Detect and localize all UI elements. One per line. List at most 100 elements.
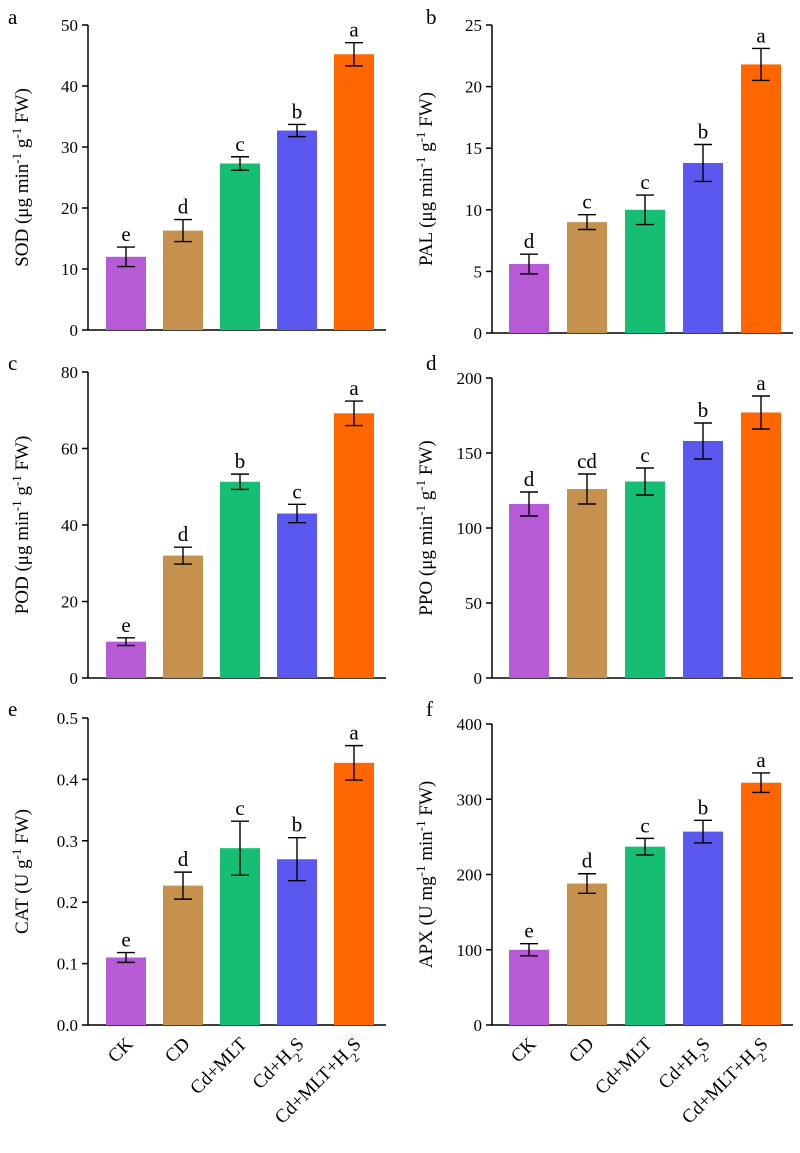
y-tick-label: 0.5 bbox=[57, 709, 78, 728]
category-label-main: Cd+H bbox=[655, 1046, 703, 1094]
y-tick-label: 100 bbox=[457, 519, 483, 538]
category-label: Cd+MLT+H2S bbox=[271, 1034, 369, 1132]
y-tick-label: 30 bbox=[61, 138, 78, 157]
y-tick-label: 0 bbox=[70, 669, 79, 688]
category-label: CK bbox=[104, 1033, 138, 1067]
significance-letter: e bbox=[524, 919, 533, 943]
y-axis-label-part: FW) bbox=[416, 781, 437, 821]
y-axis-label-part: APX (U mg bbox=[416, 876, 437, 968]
y-tick-label: 300 bbox=[457, 790, 483, 809]
bar-e-1 bbox=[163, 885, 203, 1025]
y-axis-label-part: PAL (μg min bbox=[416, 167, 437, 266]
y-axis-label-part: -1 bbox=[9, 128, 24, 139]
y-axis-label-part: -1 bbox=[413, 132, 428, 143]
y-axis-label-part: PPO (μg min bbox=[416, 515, 437, 615]
y-tick-label: 40 bbox=[61, 516, 78, 535]
significance-letter: a bbox=[349, 721, 359, 745]
y-tick-label: 15 bbox=[465, 139, 482, 158]
significance-letter: d bbox=[178, 195, 189, 219]
category-label-main: CD bbox=[565, 1034, 599, 1068]
significance-letter: e bbox=[121, 928, 130, 952]
category-label: CK bbox=[507, 1033, 541, 1067]
y-tick-label: 20 bbox=[61, 593, 78, 612]
significance-letter: d bbox=[582, 849, 593, 873]
bar-c-1 bbox=[163, 555, 203, 678]
y-tick-label: 0 bbox=[474, 669, 483, 688]
y-tick-label: 0.3 bbox=[57, 832, 78, 851]
category-label-main: CD bbox=[161, 1034, 195, 1068]
bar-d-4 bbox=[741, 412, 781, 678]
y-tick-label: 60 bbox=[61, 440, 78, 459]
y-axis-label-part: g bbox=[416, 142, 437, 157]
bar-e-2 bbox=[220, 848, 260, 1025]
y-axis-label-part: CAT (U g bbox=[12, 859, 33, 934]
category-label: Cd+MLT bbox=[186, 1033, 252, 1099]
y-tick-label: 200 bbox=[457, 866, 483, 885]
bar-f-1 bbox=[567, 883, 607, 1025]
significance-letter: d bbox=[524, 229, 535, 253]
y-axis-label: POD (μg min-1 g-1 FW) bbox=[9, 436, 34, 615]
category-label: Cd+MLT bbox=[591, 1033, 657, 1099]
y-axis-label-part: FW) bbox=[416, 92, 437, 132]
bar-f-0 bbox=[509, 949, 549, 1025]
y-tick-label: 0 bbox=[474, 324, 483, 343]
bar-a-1 bbox=[163, 230, 203, 330]
category-label-main: Cd+H bbox=[249, 1046, 297, 1094]
y-axis-label-part: -1 bbox=[413, 480, 428, 491]
category-label-main: CK bbox=[507, 1033, 541, 1067]
y-axis-label: APX (U mg-1 min-1 FW) bbox=[413, 781, 438, 968]
panel-label: a bbox=[8, 5, 18, 29]
y-axis-label-part: -1 bbox=[413, 505, 428, 516]
bar-a-0 bbox=[106, 256, 146, 330]
y-axis-label-part: g bbox=[416, 490, 437, 505]
y-axis-label-part: FW) bbox=[12, 88, 33, 128]
y-tick-label: 100 bbox=[457, 941, 483, 960]
significance-letter: d bbox=[524, 467, 535, 491]
y-axis-label-part: g bbox=[12, 138, 33, 153]
y-axis-label-part: FW) bbox=[12, 436, 33, 476]
category-label-main: Cd+MLT bbox=[186, 1033, 252, 1099]
bar-b-3 bbox=[683, 162, 723, 333]
y-tick-label: 200 bbox=[457, 369, 483, 388]
y-axis-label-part: POD (μg min bbox=[12, 511, 33, 615]
bar-c-0 bbox=[106, 641, 146, 678]
significance-letter: b bbox=[235, 449, 246, 473]
significance-letter: d bbox=[178, 847, 189, 871]
significance-letter: c bbox=[235, 132, 244, 156]
y-tick-label: 40 bbox=[61, 77, 78, 96]
bar-c-2 bbox=[220, 481, 260, 678]
category-label-tail: S bbox=[750, 1034, 772, 1056]
y-axis-label-part: -1 bbox=[413, 866, 428, 877]
y-tick-label: 400 bbox=[457, 715, 483, 734]
bar-d-0 bbox=[509, 504, 549, 678]
significance-letter: b bbox=[698, 398, 709, 422]
significance-letter: a bbox=[349, 376, 359, 400]
category-label: CD bbox=[161, 1034, 195, 1068]
y-axis-label-part: -1 bbox=[9, 153, 24, 164]
y-axis-label-part: -1 bbox=[413, 820, 428, 831]
bar-b-0 bbox=[509, 264, 549, 333]
significance-letter: b bbox=[292, 813, 303, 837]
significance-letter: b bbox=[698, 120, 709, 144]
y-tick-label: 25 bbox=[465, 16, 482, 35]
y-axis-label-part: g bbox=[12, 486, 33, 501]
significance-letter: a bbox=[756, 23, 766, 47]
significance-letter: a bbox=[349, 18, 359, 42]
bar-b-1 bbox=[567, 222, 607, 333]
y-axis-label-part: -1 bbox=[9, 500, 24, 511]
panel-label: d bbox=[426, 351, 437, 375]
category-label-tail: S bbox=[343, 1034, 365, 1056]
bar-c-3 bbox=[277, 513, 317, 678]
bar-d-1 bbox=[567, 489, 607, 678]
significance-letter: c bbox=[640, 813, 649, 837]
panel-label: c bbox=[8, 351, 17, 375]
bar-a-3 bbox=[277, 130, 317, 330]
y-axis-label-part: min bbox=[416, 831, 437, 866]
bar-f-2 bbox=[625, 846, 665, 1025]
significance-letter: b bbox=[292, 99, 303, 123]
y-tick-label: 20 bbox=[465, 78, 482, 97]
